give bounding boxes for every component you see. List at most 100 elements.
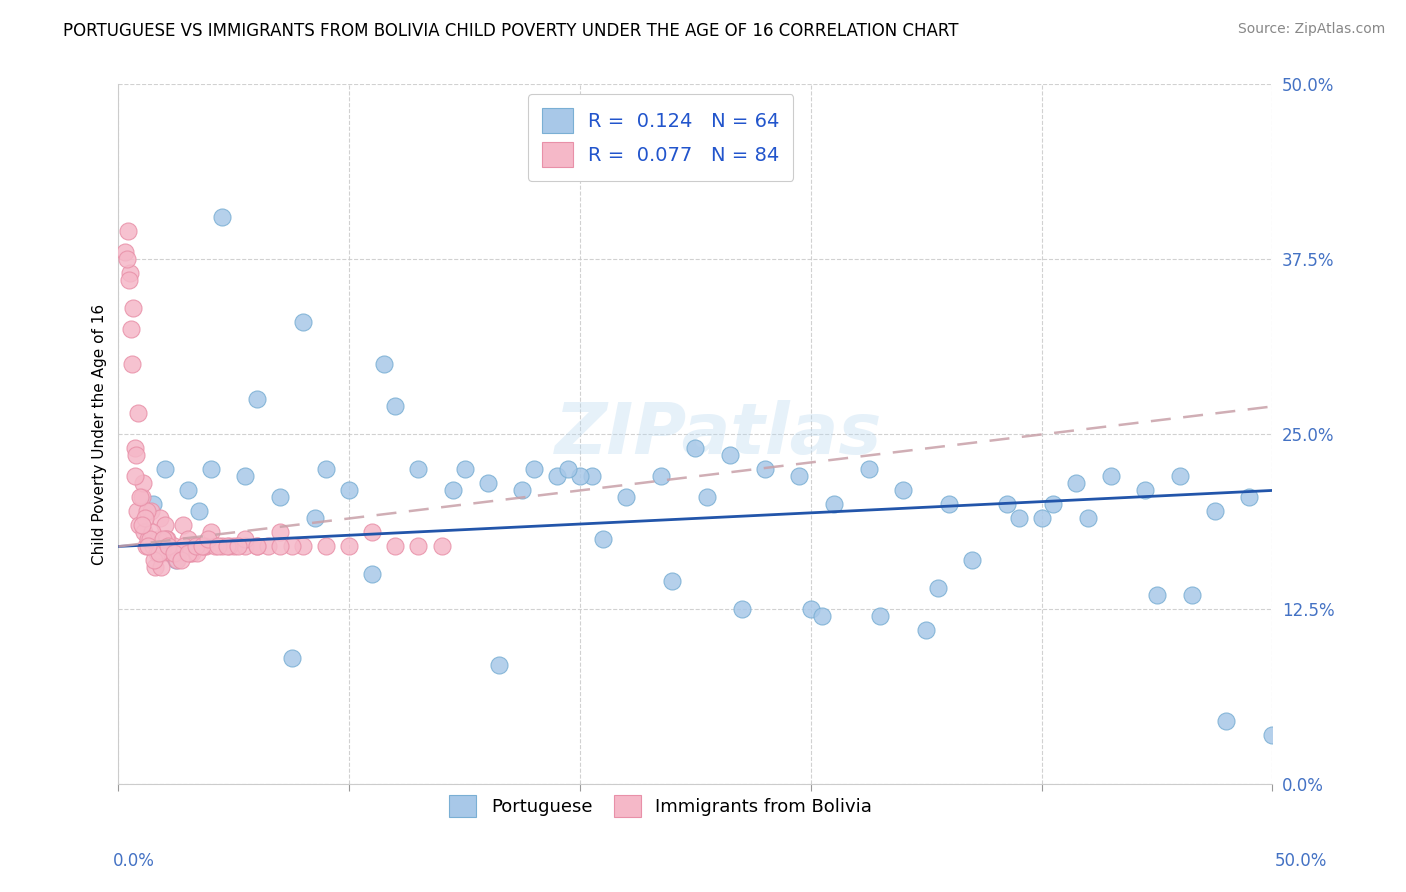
Point [235,533,257,547]
Point [136,504,159,518]
Point [215,540,238,554]
Point [246,540,269,554]
Text: PORTUGUESE VS IMMIGRANTS FROM BOLIVIA CHILD POVERTY UNDER THE AGE OF 16 CORRELAT: PORTUGUESE VS IMMIGRANTS FROM BOLIVIA CH… [63,22,959,40]
Point [114,245,136,260]
Point [173,540,195,554]
Point [441,483,464,498]
Point [211,211,233,225]
Point [222,540,245,554]
Point [235,540,257,554]
Point [139,504,162,518]
Y-axis label: Child Poverty Under the Age of 16: Child Poverty Under the Age of 16 [93,304,107,565]
Point [118,267,141,281]
Point [190,540,212,554]
Point [512,483,534,498]
Point [891,483,914,498]
Point [129,491,152,505]
Point [193,540,215,554]
Point [152,533,174,547]
Point [146,533,169,547]
Legend: Portuguese, Immigrants from Bolivia: Portuguese, Immigrants from Bolivia [441,788,880,824]
Point [121,358,143,372]
Point [246,392,269,407]
Point [569,469,592,483]
Point [188,540,211,554]
Point [141,525,163,540]
Point [730,602,752,616]
Point [184,540,207,554]
Point [134,511,156,525]
Point [557,462,579,476]
Point [754,462,776,476]
Point [186,546,208,560]
Point [197,533,219,547]
Point [869,609,891,624]
Point [145,546,167,560]
Point [269,525,291,540]
Point [176,546,198,560]
Point [207,540,229,554]
Point [373,358,395,372]
Point [995,498,1018,512]
Point [125,449,148,463]
Point [138,533,160,547]
Point [142,540,165,554]
Point [1239,491,1261,505]
Point [1168,469,1191,483]
Point [661,574,683,589]
Point [315,540,337,554]
Point [165,553,187,567]
Point [163,546,186,560]
Point [477,476,499,491]
Point [157,540,180,554]
Point [153,462,176,476]
Point [1064,476,1087,491]
Point [160,546,183,560]
Point [315,462,337,476]
Point [138,533,160,547]
Point [135,540,157,554]
Point [127,406,149,420]
Point [408,462,430,476]
Point [200,525,222,540]
Point [337,540,360,554]
Point [195,540,218,554]
Point [453,462,475,476]
Point [148,546,170,560]
Text: Source: ZipAtlas.com: Source: ZipAtlas.com [1237,22,1385,37]
Point [218,540,240,554]
Point [800,602,823,616]
Point [120,322,142,336]
Point [149,511,172,525]
Point [124,442,146,456]
Point [128,518,150,533]
Point [143,553,166,567]
Point [696,491,718,505]
Point [172,518,194,533]
Point [1042,498,1064,512]
Point [170,553,193,567]
Point [257,540,280,554]
Point [361,525,384,540]
Point [384,400,406,414]
Text: 50.0%: 50.0% [1274,852,1327,870]
Point [430,540,453,554]
Point [1204,504,1226,518]
Point [858,462,880,476]
Point [181,546,204,560]
Point [811,609,834,624]
Point [1007,511,1029,525]
Point [292,540,315,554]
Point [292,315,315,329]
Point [176,483,198,498]
Point [280,651,302,665]
Point [211,540,233,554]
Point [246,540,269,554]
Point [145,560,167,574]
Point [204,540,226,554]
Point [650,469,672,483]
Point [938,498,960,512]
Point [685,442,707,456]
Point [228,540,250,554]
Point [200,462,222,476]
